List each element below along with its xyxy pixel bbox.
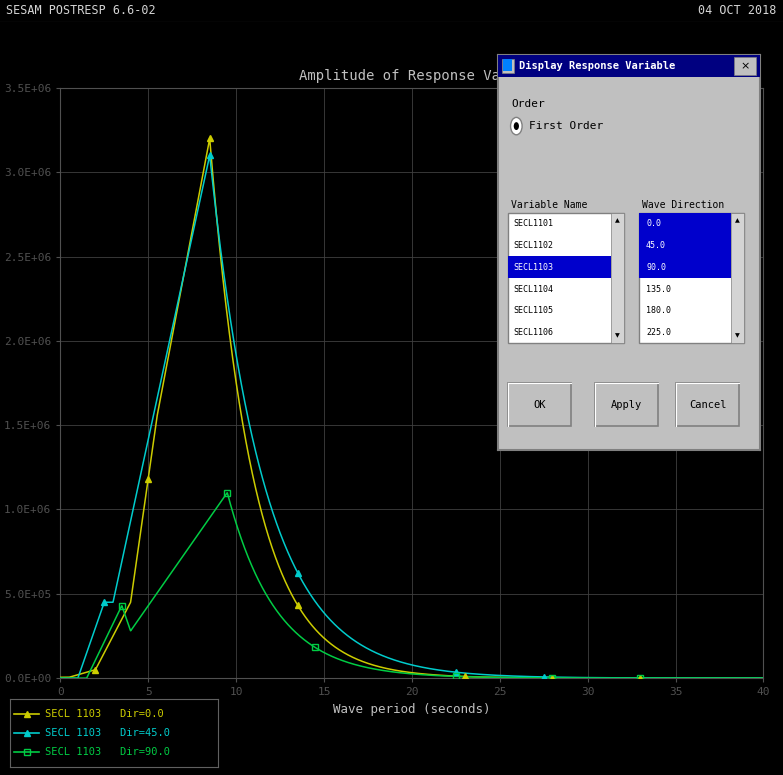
Circle shape (514, 122, 519, 130)
Text: ▼: ▼ (615, 333, 619, 338)
Bar (640, 213, 731, 235)
Bar (734, 57, 756, 75)
Text: ▲: ▲ (735, 219, 740, 223)
Text: SECL1102: SECL1102 (514, 241, 554, 250)
Text: SESAM POSTRESP 6.6-02: SESAM POSTRESP 6.6-02 (6, 5, 156, 18)
Bar (508, 383, 572, 426)
Text: SECL1105: SECL1105 (514, 306, 554, 315)
Text: SECL1104: SECL1104 (514, 284, 554, 294)
Text: SECL1101: SECL1101 (514, 219, 554, 229)
Bar (640, 235, 731, 257)
Text: Display Response Variable: Display Response Variable (519, 61, 675, 71)
Bar (640, 257, 731, 278)
Bar (502, 59, 514, 73)
Text: 180.0: 180.0 (646, 306, 671, 315)
Text: First Order: First Order (529, 121, 604, 131)
Text: 0.0: 0.0 (646, 219, 661, 229)
Bar (508, 257, 611, 278)
Text: OK: OK (534, 400, 547, 409)
Text: 45.0: 45.0 (646, 241, 666, 250)
Bar (611, 213, 624, 343)
Text: SECL1106: SECL1106 (514, 328, 554, 337)
Bar (595, 383, 658, 426)
Text: ▼: ▼ (735, 333, 740, 338)
Bar (498, 55, 760, 77)
Text: SECL 1103   Dir=45.0: SECL 1103 Dir=45.0 (45, 728, 171, 738)
Text: ▲: ▲ (615, 219, 619, 223)
Bar (503, 59, 512, 71)
Bar (677, 383, 739, 426)
Text: SECL 1103   Dir=0.0: SECL 1103 Dir=0.0 (45, 709, 164, 719)
Text: 135.0: 135.0 (646, 284, 671, 294)
Bar (508, 213, 624, 343)
Text: 90.0: 90.0 (646, 263, 666, 272)
Bar (731, 213, 745, 343)
Title: Amplitude of Response Vario: Amplitude of Response Vario (299, 68, 525, 83)
Text: Order: Order (511, 99, 545, 109)
Circle shape (511, 117, 522, 135)
Text: 04 OCT 2018: 04 OCT 2018 (698, 5, 777, 18)
Text: Apply: Apply (611, 400, 642, 409)
Text: Wave Direction: Wave Direction (642, 200, 724, 210)
Text: SECL1103: SECL1103 (514, 263, 554, 272)
Text: ×: × (740, 61, 749, 71)
Text: Cancel: Cancel (689, 400, 727, 409)
Text: 225.0: 225.0 (646, 328, 671, 337)
Bar (640, 213, 745, 343)
Text: SECL 1103   Dir=90.0: SECL 1103 Dir=90.0 (45, 747, 171, 757)
Text: Variable Name: Variable Name (511, 200, 587, 210)
X-axis label: Wave period (seconds): Wave period (seconds) (333, 703, 491, 715)
